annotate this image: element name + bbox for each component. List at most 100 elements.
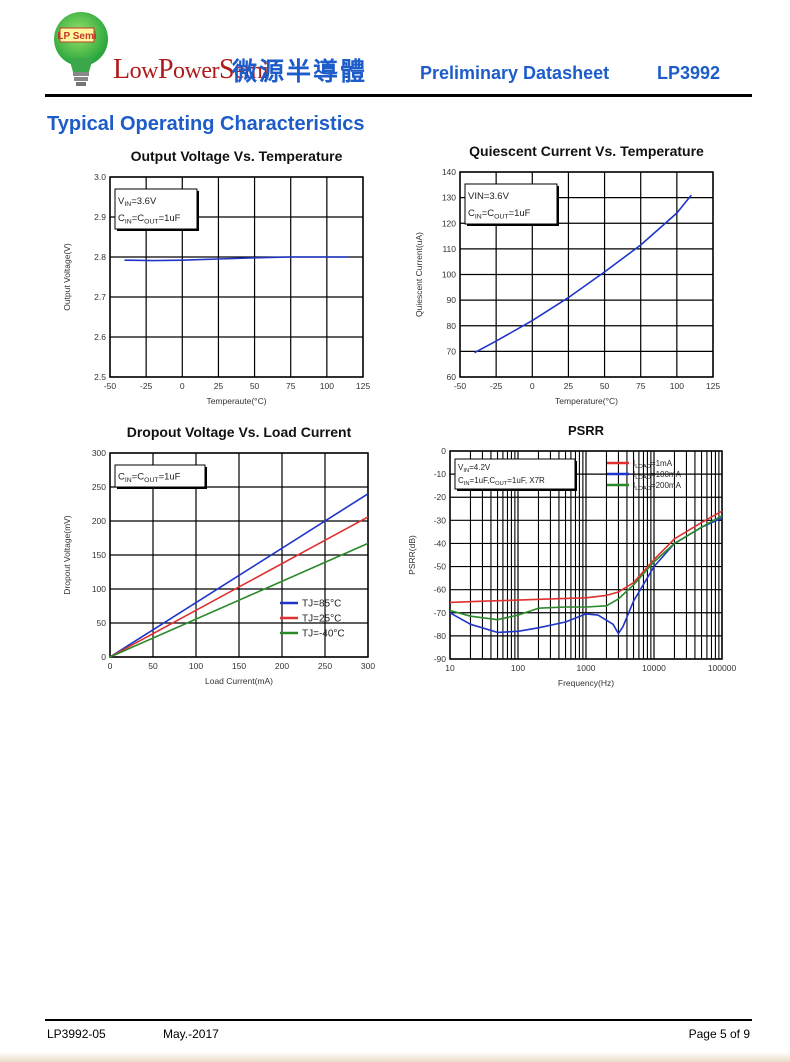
- y-tick-label: 0: [441, 446, 446, 456]
- logo-ower: ower: [173, 58, 220, 84]
- chart-dropout-voltage: Dropout Voltage Vs. Load Current 0 50 100 15…: [60, 421, 390, 696]
- x-tick-label: 125: [356, 381, 370, 391]
- plot-border: [459, 171, 714, 378]
- annotation-box: [464, 183, 558, 225]
- series-line-0: [474, 194, 692, 354]
- series-line-0: [449, 510, 723, 604]
- page-header: LP Semi LowPowerSemi 微源半導體 Preliminary D…: [0, 0, 790, 100]
- annotation-box: [114, 188, 198, 230]
- y-tick-label: 2.5: [94, 372, 106, 382]
- x-tick-label: 0: [530, 381, 535, 391]
- x-tick-label: -25: [490, 381, 503, 391]
- series-line-2: [449, 515, 723, 621]
- chart-title: Output Voltage Vs. Temperature: [131, 148, 343, 164]
- header-divider: [45, 94, 752, 97]
- chart-output-voltage: Output Voltage Vs. Temperature -50 -25 0 25 5…: [60, 142, 380, 412]
- y-tick-label: 80: [447, 321, 457, 331]
- legend-label: ILOAD=200mA: [633, 481, 682, 492]
- x-tick-label: 25: [564, 381, 574, 391]
- y-tick-label: 100: [442, 270, 456, 280]
- y-tick-label: -20: [434, 492, 447, 502]
- footer-date: May.-2017: [163, 1027, 219, 1041]
- y-tick-label: 300: [92, 448, 106, 458]
- logo-chinese: 微源半導體: [232, 58, 368, 86]
- chart-psrr: PSRR 10 100 1000 10000 100000 0 -10 -20 -30 -40 -50…: [405, 421, 737, 696]
- y-tick-label: 140: [442, 167, 456, 177]
- x-tick-label: 100: [320, 381, 334, 391]
- annotation-line: CIN=COUT=1uF: [118, 213, 181, 225]
- section-title: Typical Operating Characteristics: [47, 113, 365, 135]
- x-tick-label: -50: [454, 381, 467, 391]
- legend-label: ILOAD=100mA: [633, 470, 682, 481]
- legend-label: TJ=25°C: [302, 614, 341, 625]
- x-tick-label: 250: [318, 661, 332, 671]
- x-tick-label: 0: [108, 661, 113, 671]
- part-number: LP3992: [657, 63, 721, 83]
- y-tick-label: 2.6: [94, 332, 106, 342]
- y-tick-label: 90: [447, 295, 457, 305]
- logo-ow: ow: [129, 58, 159, 84]
- y-tick-label: 2.8: [94, 252, 106, 262]
- chart-title: Dropout Voltage Vs. Load Current: [127, 424, 352, 440]
- plot-border: [449, 450, 723, 660]
- y-tick-label: 0: [101, 652, 106, 662]
- y-tick-label: 130: [442, 193, 456, 203]
- chart-title: Quiescent Current Vs. Temperature: [469, 143, 704, 159]
- x-tick-label: 100: [670, 381, 684, 391]
- annotation-line: CIN=COUT=1uF: [468, 208, 531, 220]
- x-tick-label: 100000: [708, 663, 737, 673]
- legend-label: ILOAD=1mA: [633, 459, 673, 470]
- annotation-box: [114, 464, 206, 488]
- x-tick-label: 75: [286, 381, 296, 391]
- plot-border: [109, 452, 369, 658]
- x-tick-label: 50: [600, 381, 610, 391]
- x-tick-label: 100: [189, 661, 203, 671]
- x-axis-label: Load Current(mA): [205, 676, 273, 686]
- x-tick-label: 10000: [642, 663, 666, 673]
- x-tick-label: -25: [140, 381, 153, 391]
- x-axis-label: Temperature(°C): [555, 396, 618, 406]
- series-line-1: [109, 516, 369, 658]
- y-axis-label: PSRR(dB): [407, 535, 417, 575]
- x-tick-label: 300: [361, 661, 375, 671]
- y-axis-label: Dropout Voltage(mV): [62, 515, 72, 595]
- y-tick-label: -60: [434, 585, 447, 595]
- chart-quiescent-current: Quiescent Current Vs. Temperature -50 -25 0…: [412, 142, 732, 412]
- footer-divider: [45, 1019, 752, 1021]
- y-tick-label: 100: [92, 584, 106, 594]
- annotation-line: CIN=1uF,COUT=1uF, X7R: [458, 476, 545, 487]
- series-line-0: [109, 493, 369, 658]
- annotation-line: VIN=3.6V: [468, 191, 510, 202]
- x-tick-label: 200: [275, 661, 289, 671]
- series-line-1: [449, 517, 723, 635]
- legend-label: TJ=-40°C: [302, 629, 345, 640]
- plot-border: [109, 176, 364, 378]
- annotation-line: VIN=4.2V: [458, 463, 491, 474]
- x-tick-label: 1000: [577, 663, 596, 673]
- legend-label: TJ=85°C: [302, 599, 341, 610]
- x-tick-label: 100: [511, 663, 525, 673]
- logo-p: P: [157, 54, 174, 85]
- y-tick-label: 150: [92, 550, 106, 560]
- y-tick-label: -40: [434, 538, 447, 548]
- y-tick-label: 2.7: [94, 292, 106, 302]
- y-tick-label: -90: [434, 654, 447, 664]
- annotation-box: [454, 458, 576, 490]
- y-tick-label: 60: [447, 372, 457, 382]
- y-tick-label: 110: [442, 244, 456, 254]
- x-tick-label: 10: [445, 663, 455, 673]
- x-tick-label: 25: [214, 381, 224, 391]
- y-tick-label: 250: [92, 482, 106, 492]
- x-tick-label: 50: [250, 381, 260, 391]
- annotation-line: CIN=COUT=1uF: [118, 471, 181, 483]
- x-tick-label: 125: [706, 381, 720, 391]
- y-tick-label: 2.9: [94, 212, 106, 222]
- x-axis-label: Temperaute(°C): [206, 396, 266, 406]
- x-tick-label: 150: [232, 661, 246, 671]
- y-tick-label: 200: [92, 516, 106, 526]
- y-tick-label: 3.0: [94, 172, 106, 182]
- logo-s: S: [219, 54, 235, 85]
- annotation-line: VIN=3.6V: [118, 196, 157, 208]
- x-axis-label: Frequency(Hz): [558, 678, 614, 688]
- footer-band: [0, 1052, 790, 1062]
